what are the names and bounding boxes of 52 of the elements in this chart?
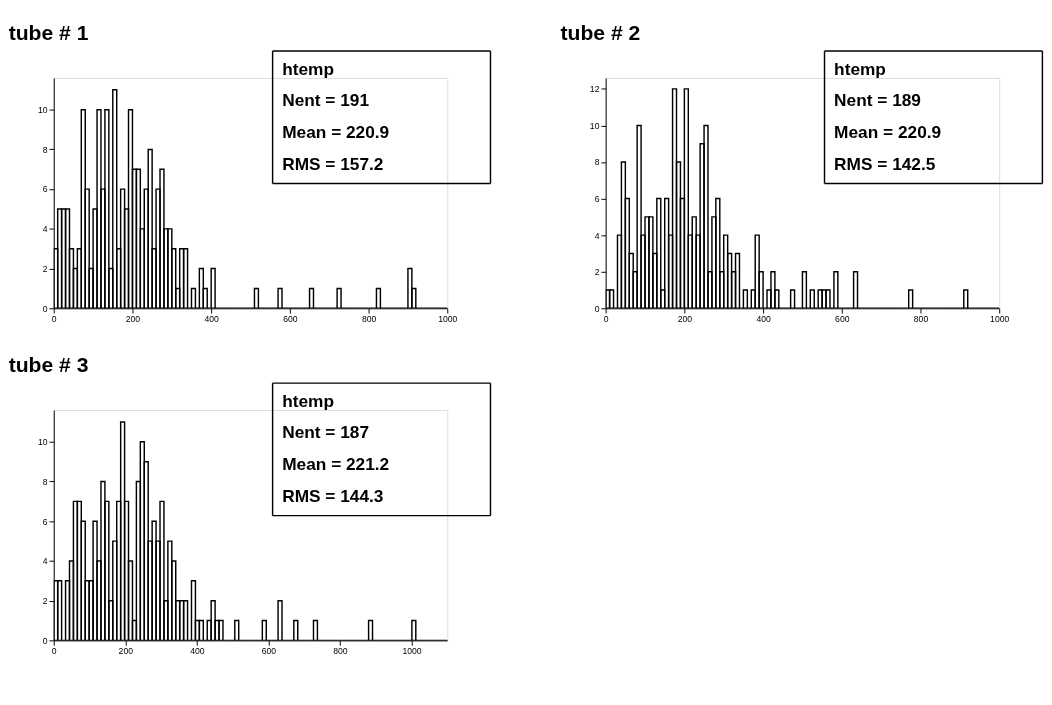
x-tick-label: 200 [677, 314, 693, 325]
annotation: Nent = 189 [834, 90, 921, 111]
annotation: RMS = 157.2 [282, 153, 384, 174]
annotation: RMS = 144.3 [282, 485, 384, 506]
x-tick-label: 0 [603, 314, 609, 325]
y-tick-label: 6 [594, 193, 600, 204]
annotation: htemp [282, 58, 335, 79]
annotation: htemp [834, 58, 886, 79]
x-tick-label: 400 [204, 314, 220, 325]
x-tick-label: 200 [118, 646, 134, 657]
annotation: htemp [282, 390, 335, 411]
y-tick-label: 0 [42, 303, 48, 314]
x-tick-label: 1000 [990, 314, 1010, 325]
x-tick-label: 600 [261, 646, 277, 657]
y-tick-label: 2 [42, 596, 48, 607]
annotation: Nent = 191 [282, 90, 370, 111]
chart-title: tube # 2 [560, 20, 641, 44]
y-tick-label: 0 [594, 303, 600, 314]
x-tick-label: 0 [51, 646, 57, 657]
y-tick-label: 12 [589, 84, 600, 95]
y-tick-label: 4 [42, 556, 48, 567]
x-tick-label: 200 [125, 314, 141, 325]
y-tick-label: 8 [42, 144, 48, 155]
y-tick-label: 8 [594, 157, 600, 168]
y-tick-label: 4 [42, 224, 48, 235]
x-tick-label: 800 [913, 314, 929, 325]
y-tick-label: 4 [594, 230, 600, 241]
y-tick-label: 10 [589, 120, 600, 131]
annotation: RMS = 142.5 [834, 153, 936, 174]
y-tick-label: 2 [594, 267, 600, 278]
x-tick-label: 600 [283, 314, 298, 325]
y-tick-label: 10 [37, 437, 48, 448]
x-tick-label: 400 [190, 646, 205, 657]
chart-title: tube # 3 [8, 352, 89, 376]
x-tick-label: 1000 [402, 646, 422, 657]
x-tick-label: 800 [361, 314, 377, 325]
annotation: Mean = 220.9 [282, 121, 390, 142]
y-tick-label: 2 [42, 263, 48, 274]
annotation: Nent = 187 [282, 422, 370, 443]
y-tick-label: 10 [37, 105, 48, 116]
x-tick-label: 0 [51, 314, 57, 325]
y-tick-label: 8 [42, 476, 48, 487]
y-tick-label: 0 [42, 635, 48, 646]
x-tick-label: 1000 [438, 314, 458, 325]
chart-title: tube # 1 [8, 20, 89, 44]
annotation: Mean = 221.2 [282, 454, 390, 475]
x-tick-label: 600 [835, 314, 850, 325]
x-tick-label: 800 [333, 646, 348, 657]
y-tick-label: 6 [42, 184, 48, 195]
y-tick-label: 6 [42, 516, 48, 527]
annotation: Mean = 220.9 [834, 121, 942, 142]
x-tick-label: 400 [756, 314, 771, 325]
